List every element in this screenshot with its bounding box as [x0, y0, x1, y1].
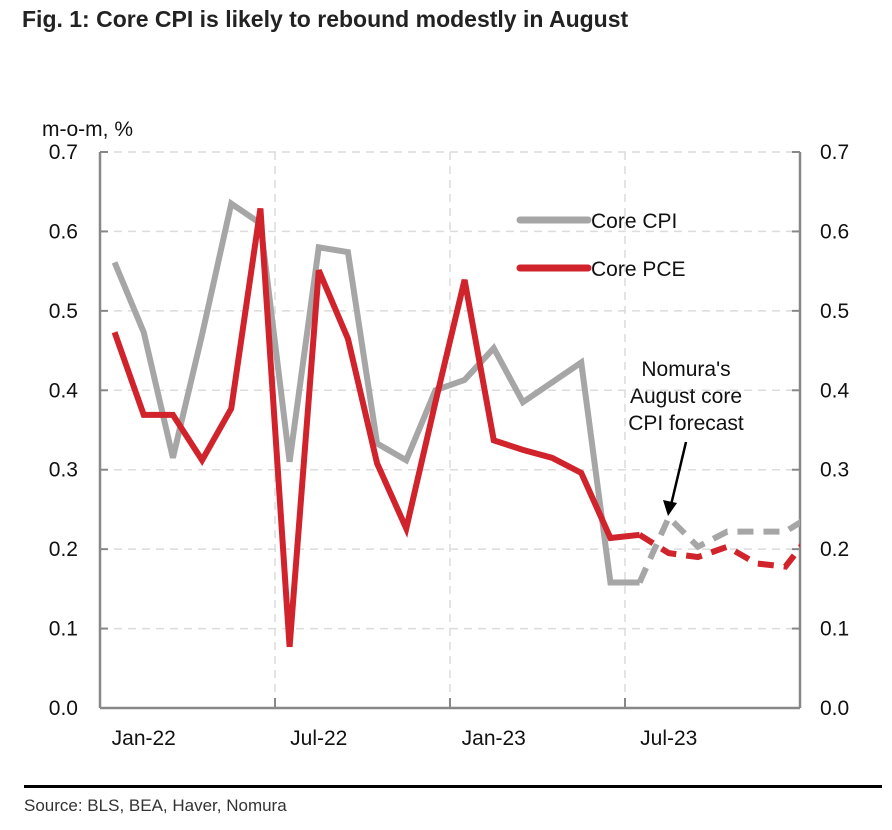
y-tick-label-left: 0.4	[49, 379, 79, 402]
axes: 0.0 0.0 0.1 0.1 0.2 0.2 0.3 0.3 0.4 0.4 0.5 0.5 0.6 0…	[49, 141, 850, 750]
x-tick-label: Jul-23	[640, 727, 697, 750]
source-note: Source: BLS, BEA, Haver, Nomura	[24, 796, 287, 815]
y-axis-label: m-o-m, %	[42, 118, 133, 141]
y-tick-label-left: 0.0	[49, 697, 78, 720]
annotation-line-3: CPI forecast	[628, 412, 744, 435]
annotation-line-2: August core	[630, 385, 742, 408]
x-tick-label: Jan-23	[462, 727, 526, 750]
y-tick-label-left: 0.1	[49, 618, 78, 641]
legend-label-core-pce: Core PCE	[591, 258, 686, 281]
x-tick-label: Jan-22	[112, 727, 176, 750]
grid	[100, 151, 800, 708]
legend: Core CPI Core PCE	[516, 210, 686, 281]
annotation-arrow	[669, 441, 688, 506]
y-tick-label-right: 0.4	[820, 379, 850, 402]
line-chart: 0.0 0.0 0.1 0.1 0.2 0.2 0.3 0.3 0.4 0.4 0.5 0.5 0.6 0…	[42, 118, 850, 750]
y-tick-label-left: 0.2	[49, 538, 78, 561]
y-tick-label-right: 0.5	[820, 300, 849, 323]
legend-label-core-cpi: Core CPI	[591, 210, 677, 233]
series-lines	[111, 198, 800, 648]
forecast-annotation: Nomura's August core CPI forecast	[628, 358, 744, 516]
y-tick-label-left: 0.3	[49, 459, 78, 482]
arrow-head-icon	[663, 500, 677, 516]
y-tick-label-right: 0.7	[820, 141, 849, 164]
y-tick-label-left: 0.7	[49, 141, 78, 164]
y-tick-label-right: 0.2	[820, 538, 849, 561]
x-tick-label: Jul-22	[290, 727, 347, 750]
y-tick-label-left: 0.6	[49, 220, 78, 243]
footer-rule	[24, 785, 882, 788]
y-tick-label-left: 0.5	[49, 300, 78, 323]
y-tick-label-right: 0.0	[820, 697, 849, 720]
annotation-line-1: Nomura's	[641, 358, 730, 381]
y-tick-label-right: 0.6	[820, 220, 849, 243]
y-tick-label-right: 0.1	[820, 618, 849, 641]
y-tick-label-right: 0.3	[820, 459, 849, 482]
chart-title: Fig. 1: Core CPI is likely to rebound mo…	[22, 6, 629, 32]
series-line-core-cpi	[111, 198, 640, 586]
